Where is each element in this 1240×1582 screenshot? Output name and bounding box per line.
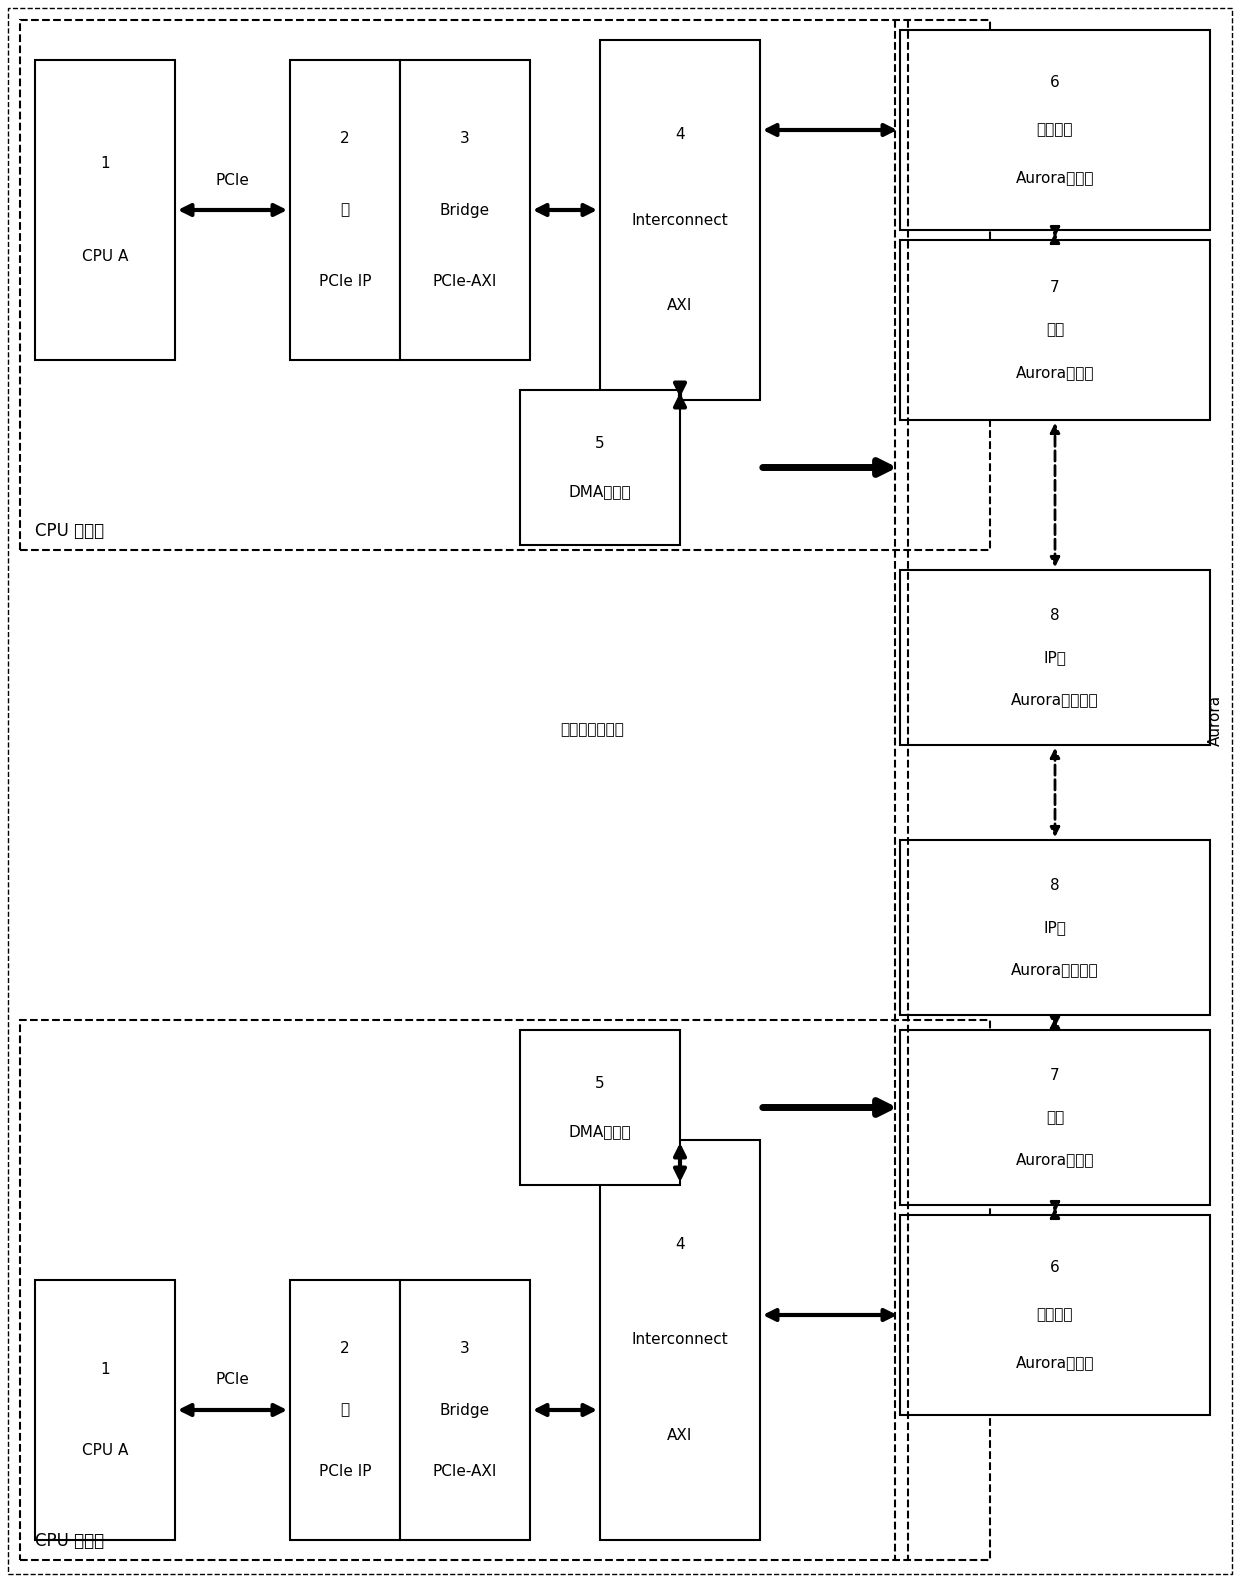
Text: AXI: AXI [667,1427,693,1443]
Text: Aurora: Aurora [1208,694,1223,745]
Text: DMA控制器: DMA控制器 [569,1125,631,1139]
Text: 3: 3 [460,1340,470,1356]
Text: 4: 4 [676,127,684,142]
Bar [600,1141,760,1539]
Bar [900,30,1210,229]
Text: Aurora总线接口: Aurora总线接口 [1011,691,1099,707]
Bar [900,240,1210,419]
Text: Interconnect: Interconnect [631,212,728,228]
Text: 1: 1 [100,155,110,171]
Text: 8: 8 [1050,609,1060,623]
Text: Aurora链路层: Aurora链路层 [1016,1152,1094,1166]
Text: 管理: 管理 [1045,1111,1064,1125]
Text: 4: 4 [676,1237,684,1253]
Text: 6: 6 [1050,1259,1060,1275]
Text: CPU 地址域: CPU 地址域 [35,522,104,539]
Text: 管理: 管理 [1045,323,1064,337]
Text: PCIe IP: PCIe IP [319,274,371,290]
Text: 核: 核 [341,202,350,217]
Bar [20,1020,990,1560]
Text: 2: 2 [340,1340,350,1356]
Text: Bridge: Bridge [440,202,490,217]
Bar [600,40,760,400]
Bar [35,60,175,361]
Text: CPU 地址域: CPU 地址域 [35,1531,104,1550]
Bar [520,391,680,546]
Text: 2: 2 [340,131,350,146]
Text: 核: 核 [341,1403,350,1417]
Text: DMA控制器: DMA控制器 [569,484,631,500]
Bar [900,840,1210,1016]
Bar [290,60,401,361]
Bar [401,1280,529,1539]
Text: Aurora传输层: Aurora传输层 [1016,1356,1094,1370]
Text: CPU A: CPU A [82,1443,128,1459]
Text: CPU A: CPU A [82,250,128,264]
Text: 协议映射: 协议映射 [1037,1307,1074,1323]
Text: Aurora链路层: Aurora链路层 [1016,365,1094,380]
Text: 3: 3 [460,131,470,146]
Text: Interconnect: Interconnect [631,1332,728,1348]
Text: PCIe IP: PCIe IP [319,1465,371,1479]
Text: Aurora传输层: Aurora传输层 [1016,171,1094,185]
Text: 7: 7 [1050,1068,1060,1084]
Text: IP核: IP核 [1044,650,1066,664]
Bar [35,1280,175,1539]
Bar [20,21,990,551]
Text: Aurora总线接口: Aurora总线接口 [1011,962,1099,976]
Text: AXI: AXI [667,299,693,313]
Text: IP核: IP核 [1044,921,1066,935]
Text: 1: 1 [100,1362,110,1376]
Bar [900,1030,1210,1205]
Bar [900,570,1210,745]
Text: 共享虚拟地址域: 共享虚拟地址域 [560,723,624,737]
Text: PCIe: PCIe [216,1373,249,1387]
Text: 5: 5 [595,1076,605,1090]
Bar [520,1030,680,1185]
Bar [900,1215,1210,1414]
Bar [401,60,529,361]
Text: 5: 5 [595,435,605,451]
Text: 协议映射: 协议映射 [1037,122,1074,138]
Text: PCIe-AXI: PCIe-AXI [433,1465,497,1479]
Text: PCIe-AXI: PCIe-AXI [433,274,497,290]
Text: 8: 8 [1050,878,1060,894]
Bar [290,1280,401,1539]
Text: 7: 7 [1050,280,1060,294]
Text: 6: 6 [1050,74,1060,90]
Text: PCIe: PCIe [216,172,249,188]
Text: Bridge: Bridge [440,1403,490,1417]
